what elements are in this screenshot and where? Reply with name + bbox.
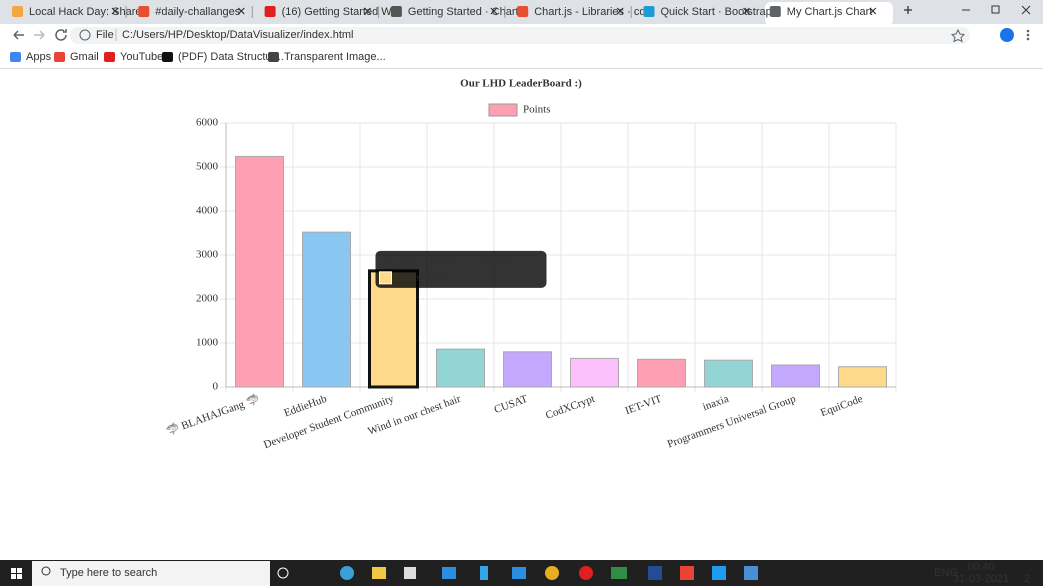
taskbar-apps[interactable] bbox=[277, 566, 758, 580]
bar[interactable] bbox=[704, 359, 753, 388]
bar[interactable] bbox=[570, 357, 619, 388]
language[interactable]: ENG bbox=[934, 567, 958, 579]
tab-title[interactable]: #daily-challanges bbox=[155, 6, 240, 18]
omnibox[interactable] bbox=[70, 27, 970, 44]
search-icon bbox=[41, 566, 51, 576]
tooltip-label: Points: 2640 bbox=[394, 271, 450, 283]
bar[interactable] bbox=[503, 351, 552, 388]
y-tick-label: 0 bbox=[213, 381, 219, 393]
info-icon[interactable] bbox=[79, 29, 91, 41]
clock-date[interactable]: 31-03-2021 bbox=[953, 573, 1009, 585]
bookmark[interactable]: YouTube bbox=[120, 51, 163, 63]
tab-close[interactable] bbox=[616, 7, 624, 15]
clock-time[interactable]: 00:40 bbox=[967, 561, 995, 573]
bookmark[interactable]: Apps bbox=[26, 51, 52, 63]
scheme: File bbox=[96, 29, 114, 41]
bookmark-icon[interactable] bbox=[10, 52, 21, 62]
search-box[interactable] bbox=[32, 561, 270, 586]
profile[interactable] bbox=[1000, 28, 1014, 42]
x-tick-label: CodXCrypt bbox=[544, 393, 596, 422]
tab-title[interactable]: Getting Started · Chart bbox=[408, 6, 519, 18]
bookmark[interactable]: Gmail bbox=[70, 51, 99, 63]
bar[interactable] bbox=[637, 358, 686, 388]
tab-icon[interactable] bbox=[643, 6, 655, 17]
x-tick-label: EquiCode bbox=[819, 393, 865, 419]
legend-label[interactable]: Points bbox=[523, 104, 551, 116]
tab-title[interactable]: Quick Start · Bootstrap bbox=[661, 6, 772, 18]
bookmark-icon[interactable] bbox=[104, 52, 115, 62]
x-tick-label: inaxia bbox=[701, 393, 730, 414]
bar[interactable] bbox=[235, 155, 284, 388]
tab-close[interactable] bbox=[743, 7, 750, 15]
x-tick-label: Programmers Universal Group bbox=[666, 393, 798, 451]
bookmark[interactable]: (PDF) Data Structur... bbox=[178, 51, 284, 63]
tab-close[interactable] bbox=[237, 7, 245, 15]
tab-icon[interactable] bbox=[390, 6, 402, 17]
y-tick-label: 3000 bbox=[196, 249, 219, 261]
bookmark-icon[interactable] bbox=[268, 52, 279, 62]
bar[interactable] bbox=[368, 269, 419, 389]
bookmark[interactable]: Transparent Image... bbox=[284, 51, 386, 63]
forward-button[interactable] bbox=[34, 30, 45, 40]
x-tick-label: IET-VIT bbox=[623, 393, 663, 417]
x-tick-label: EddieHub bbox=[282, 393, 328, 420]
bar[interactable] bbox=[436, 348, 485, 388]
tooltip-swatch bbox=[379, 271, 392, 285]
y-tick-label: 4000 bbox=[196, 205, 219, 217]
new-tab[interactable] bbox=[904, 6, 912, 14]
tab-close[interactable] bbox=[111, 7, 119, 15]
bar[interactable] bbox=[838, 366, 887, 388]
back-button[interactable] bbox=[13, 30, 24, 40]
x-tick-label: 🦈 BLAHAJGang 🦈 bbox=[164, 392, 262, 438]
tab-icon[interactable] bbox=[769, 6, 781, 17]
notification-count[interactable]: 2 bbox=[1024, 573, 1030, 585]
tab-title[interactable]: Chart.js - Libraries · cd bbox=[534, 6, 645, 18]
bookmark-icon[interactable] bbox=[162, 52, 173, 62]
menu[interactable] bbox=[1026, 29, 1030, 41]
x-tick-label: CUSAT bbox=[493, 393, 530, 416]
tab-icon[interactable] bbox=[517, 6, 529, 17]
tab-icon[interactable] bbox=[138, 6, 150, 17]
tab-close[interactable] bbox=[364, 7, 372, 15]
reload-button[interactable] bbox=[55, 29, 67, 41]
tab-title[interactable]: Local Hack Day: Share · bbox=[29, 6, 148, 18]
tooltip: Developer Student Community Points: 2640 bbox=[375, 250, 547, 288]
tab-title[interactable]: (16) Getting Started W bbox=[282, 6, 393, 18]
active-tab[interactable] bbox=[765, 2, 893, 26]
start-button[interactable] bbox=[11, 568, 22, 579]
url[interactable]: C:/Users/HP/Desktop/DataVisualizer/index… bbox=[122, 29, 354, 41]
y-tick-label: 2000 bbox=[196, 293, 219, 305]
tab-icon[interactable] bbox=[264, 6, 276, 17]
bookmark-icon[interactable] bbox=[54, 52, 65, 62]
chart-title: Our LHD LeaderBoard :) bbox=[460, 78, 582, 90]
window-controls[interactable] bbox=[962, 5, 1031, 15]
tooltip-title: Developer Student Community bbox=[381, 254, 527, 266]
legend-swatch[interactable] bbox=[488, 103, 518, 117]
y-tick-label: 5000 bbox=[196, 161, 219, 173]
tab-title[interactable]: My Chart.js Chart bbox=[787, 6, 873, 18]
tooltip-box bbox=[375, 250, 547, 288]
tab-icon[interactable] bbox=[12, 6, 23, 17]
y-tick-label: 6000 bbox=[196, 117, 219, 129]
y-tick-label: 1000 bbox=[196, 337, 219, 349]
tab-close[interactable] bbox=[490, 7, 498, 15]
bookmark-star[interactable] bbox=[950, 28, 966, 43]
chart: Our LHD LeaderBoard :) Points 0 1000 2000 30… bbox=[164, 78, 897, 451]
search-placeholder: Type here to search bbox=[60, 567, 157, 579]
bar[interactable] bbox=[771, 364, 820, 388]
tab-close[interactable] bbox=[869, 7, 877, 15]
bar[interactable] bbox=[302, 231, 351, 388]
